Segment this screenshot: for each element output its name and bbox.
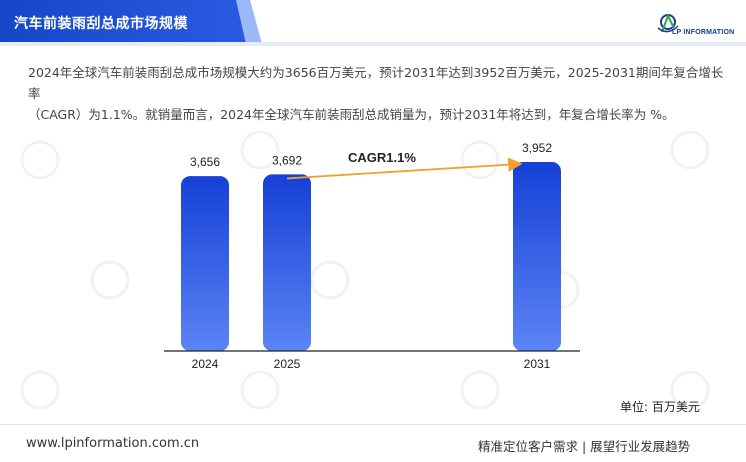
x-tick-2025: 2025	[274, 357, 301, 371]
description-line-2: （CAGR）为1.1%。就销量而言，2024年全球汽车前装雨刮总成销量为，预计2…	[28, 107, 675, 122]
data-label-2031: 3,952	[522, 141, 552, 155]
footer-website: www.lpinformation.com.cn	[26, 436, 200, 451]
title-tab-shape	[0, 0, 262, 44]
data-label-2024: 3,656	[190, 155, 220, 169]
bar-chart: 3,656 2024 3,692 2025 3,952 2031 CAGR1.1%	[164, 141, 580, 371]
bar-2024	[181, 176, 229, 351]
header-bar: 汽车前装雨刮总成市场规模 LP INFORMATION	[0, 0, 746, 46]
unit-label: 单位: 百万美元	[620, 400, 700, 414]
cagr-annotation: CAGR1.1%	[348, 150, 416, 165]
bar-2031	[513, 162, 561, 351]
x-tick-2024: 2024	[192, 357, 219, 371]
footer-slogan: 精准定位客户需求 | 展望行业发展趋势	[478, 439, 691, 454]
lp-logo-icon	[657, 13, 679, 33]
cagr-arrow	[286, 157, 523, 180]
x-tick-2031: 2031	[524, 357, 551, 371]
description-text: 2024年全球汽车前装雨刮总成市场规模大约为3656百万美元，预计2031年达到…	[28, 62, 728, 125]
bar-2025	[263, 174, 311, 351]
logo-text: LP INFORMATION	[672, 29, 735, 36]
data-label-2025: 3,692	[272, 153, 302, 167]
header-divider	[0, 42, 746, 46]
description-line-1: 2024年全球汽车前装雨刮总成市场规模大约为3656百万美元，预计2031年达到…	[28, 65, 724, 101]
footer-divider	[0, 424, 746, 425]
page-title: 汽车前装雨刮总成市场规模	[14, 15, 188, 31]
